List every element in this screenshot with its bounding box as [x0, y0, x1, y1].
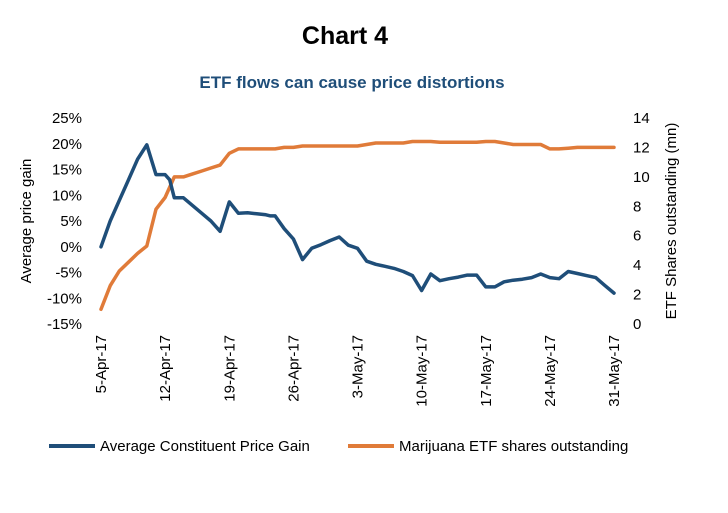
x-tick-label: 5-Apr-17 [93, 335, 110, 393]
x-tick-label: 12-Apr-17 [157, 335, 174, 402]
left-tick-label: -10% [47, 290, 82, 307]
x-tick-label: 26-Apr-17 [285, 335, 302, 402]
left-tick-label: 5% [60, 213, 82, 230]
chart-subtitle: ETF flows can cause price distortions [199, 73, 504, 92]
left-tick-label: 0% [60, 239, 82, 256]
right-tick-label: 4 [633, 257, 641, 274]
x-tick-label: 3-May-17 [350, 335, 367, 398]
right-tick-label: 2 [633, 287, 641, 304]
left-tick-label: 15% [52, 162, 82, 179]
right-axis-ticks: 14 12 10 8 6 4 2 0 [633, 110, 650, 333]
x-tick-label: 24-May-17 [542, 335, 559, 407]
legend-label-price-gain: Average Constituent Price Gain [100, 438, 310, 455]
chart-title: Chart 4 [302, 22, 388, 50]
left-tick-label: 20% [52, 136, 82, 153]
left-tick-label: 10% [52, 187, 82, 204]
right-tick-label: 0 [633, 316, 641, 333]
left-tick-label: 25% [52, 110, 82, 127]
x-tick-label: 31-May-17 [606, 335, 623, 407]
left-axis-label: Average price gain [18, 159, 35, 284]
x-tick-label: 10-May-17 [414, 335, 431, 407]
left-axis-ticks: 25% 20% 15% 10% 5% 0% -5% -10% -15% [47, 110, 82, 333]
right-tick-label: 12 [633, 139, 650, 156]
x-tick-label: 19-Apr-17 [221, 335, 238, 402]
x-axis-ticks: 5-Apr-17 12-Apr-17 19-Apr-17 26-Apr-17 3-May… [93, 335, 623, 407]
left-tick-label: -5% [55, 265, 82, 282]
right-tick-label: 10 [633, 169, 650, 186]
right-axis-label: ETF Shares outstanding (mn) [663, 123, 680, 320]
right-tick-label: 8 [633, 198, 641, 215]
series-line-average-price-gain [99, 143, 616, 295]
legend: Average Constituent Price Gain Marijuana… [49, 438, 628, 455]
right-tick-label: 6 [633, 228, 641, 245]
legend-label-etf-shares: Marijuana ETF shares outstanding [399, 438, 628, 455]
x-tick-label: 17-May-17 [478, 335, 495, 407]
right-tick-label: 14 [633, 110, 650, 127]
series-line-marijuana-etf-shares [99, 139, 616, 312]
left-tick-label: -15% [47, 316, 82, 333]
